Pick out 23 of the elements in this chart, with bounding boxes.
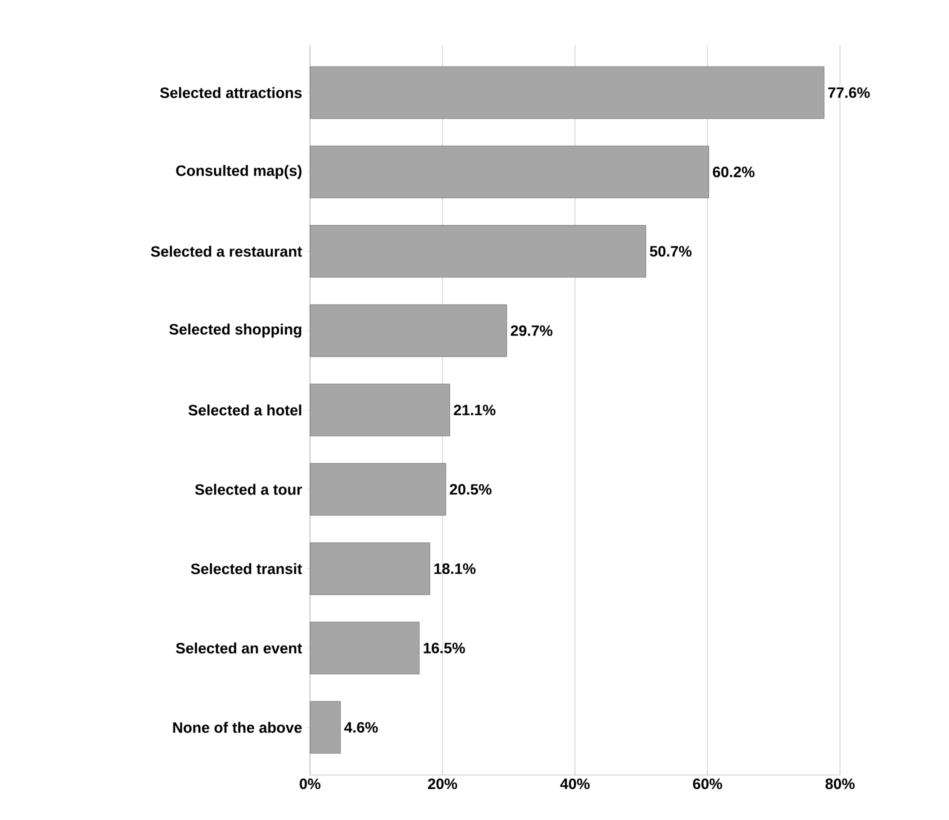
- data-label: 60.2%: [712, 166, 754, 178]
- data-label: 4.6%: [344, 722, 378, 733]
- data-label: 18.1%: [434, 563, 476, 574]
- y-tick-label: Selected transit: [190, 563, 302, 574]
- y-tick-label: Selected shopping: [169, 324, 302, 338]
- y-tick-label: None of the above: [173, 722, 302, 733]
- data-label: 77.6%: [828, 87, 870, 98]
- y-tick-label: Consulted map(s): [176, 164, 302, 179]
- x-tick-label: 60%: [693, 778, 722, 790]
- y-tick-label: Selected a hotel: [188, 404, 302, 416]
- data-label: 29.7%: [510, 325, 552, 336]
- x-tick-label: 80%: [825, 778, 855, 790]
- data-label: 21.1%: [454, 404, 496, 416]
- data-label: 20.5%: [450, 484, 492, 495]
- x-tick-label: 0%: [300, 778, 320, 790]
- y-tick-label: Selected attractions: [160, 87, 302, 98]
- data-label: 16.5%: [424, 642, 465, 654]
- y-tick-label: Selected a tour: [195, 484, 302, 495]
- x-tick-label: 40%: [560, 778, 590, 790]
- data-label: 50.7%: [650, 246, 692, 257]
- y-tick-label: Selected a restaurant: [150, 246, 302, 257]
- y-tick-label: Selected an event: [176, 642, 302, 654]
- x-tick-label: 20%: [428, 778, 458, 790]
